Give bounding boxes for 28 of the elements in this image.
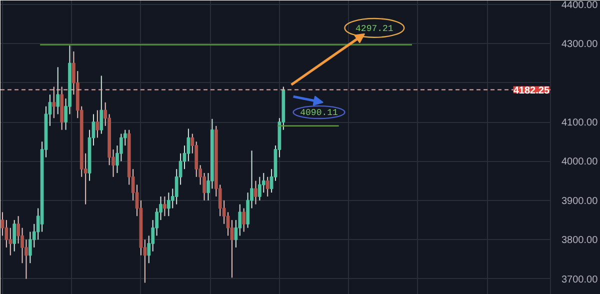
y-tick-label: 3800.00: [562, 235, 598, 246]
y-tick-label: 4100.00: [562, 118, 598, 129]
y-tick-label: 4000.00: [562, 156, 598, 168]
candlestick: [254, 180, 258, 205]
candlestick: [96, 110, 100, 138]
y-tick-label: 4400.00: [562, 0, 598, 11]
ref-line-label: 4182.25: [513, 85, 550, 96]
candlestick: [186, 128, 190, 162]
candlestick: [166, 192, 170, 217]
candlestick: [16, 216, 20, 244]
ref-line-label: 4090.11: [300, 108, 338, 118]
candlestick: [56, 66, 60, 115]
candlestick: [163, 196, 166, 217]
candlestick: [266, 176, 270, 197]
candlestick: [100, 75, 104, 134]
candlestick: [0, 212, 4, 236]
candlestick: [262, 172, 266, 194]
y-tick-label: 3700.00: [562, 274, 598, 286]
y-tick-label: 3900.00: [562, 196, 598, 207]
candlestick: [226, 212, 230, 236]
ref-line-label: 4297.21: [356, 24, 394, 34]
candlestick: [119, 133, 123, 162]
candlestick: [12, 220, 16, 252]
y-tick-label: 4300.00: [562, 39, 598, 50]
candlestick: [258, 176, 262, 201]
candlestick: [242, 208, 246, 232]
candlestick: [52, 86, 56, 119]
candlestick: [246, 192, 250, 228]
